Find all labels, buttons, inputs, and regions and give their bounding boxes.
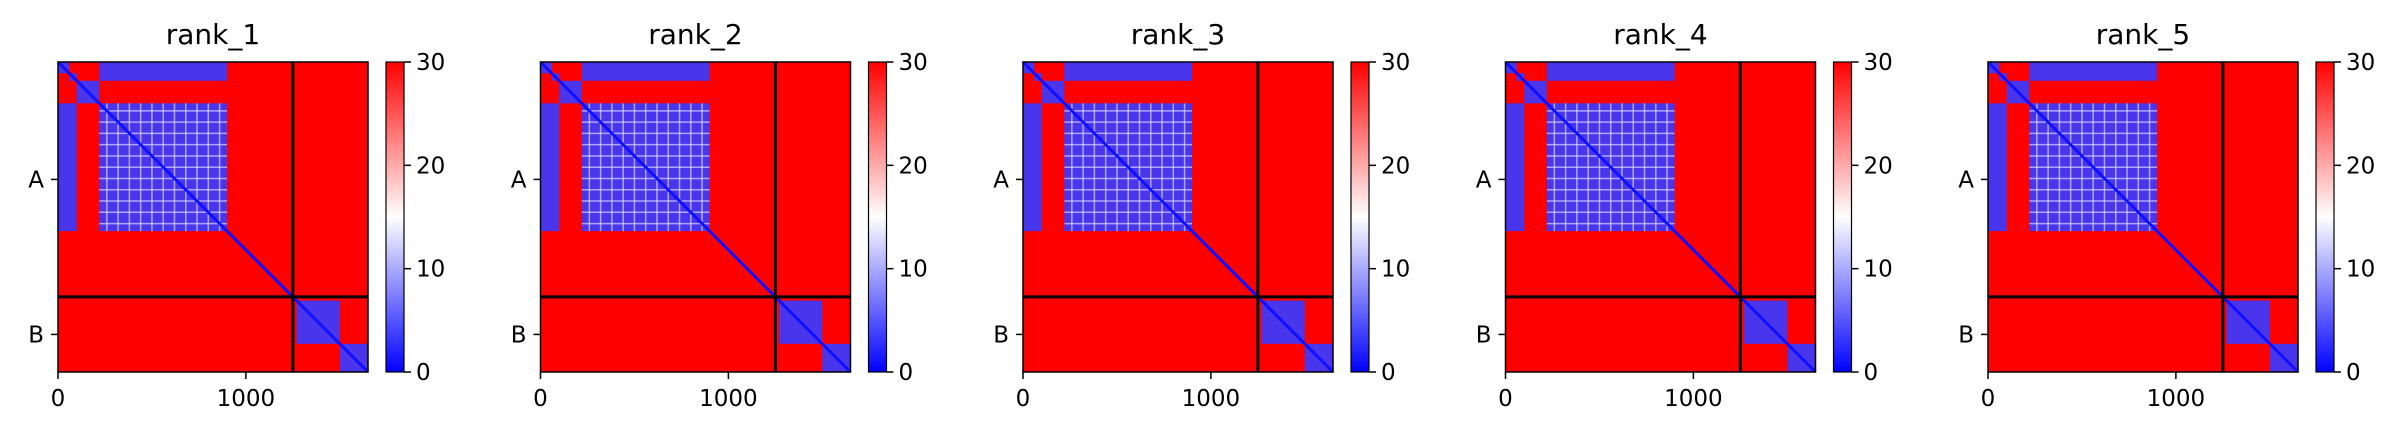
panel-5: rank_5 0 1000 A B 0 10 20 30 — [1958, 18, 2375, 412]
panel-title: rank_1 — [166, 18, 260, 51]
colorbar-tick-label: 20 — [899, 153, 928, 179]
panel-title: rank_3 — [1131, 18, 1225, 51]
colorbar — [1350, 61, 1370, 373]
panel-1: rank_1 0 1000 A B 0 10 20 30 — [28, 18, 445, 412]
panel-3: rank_3 0 1000 A B 0 10 20 30 — [993, 18, 1410, 412]
x-tick-label: 0 — [1016, 386, 1031, 412]
colorbar-tick-label: 0 — [416, 360, 431, 386]
heatmap-frame — [539, 61, 852, 373]
heatmap-frame — [1504, 61, 1817, 373]
heatmap-diagonal — [1021, 60, 1335, 374]
heatmap-block — [99, 62, 228, 81]
x-tick-label: 1000 — [699, 386, 758, 412]
colorbar-tick-label: 30 — [899, 50, 928, 76]
colorbar-tick-label: 0 — [1864, 360, 1879, 386]
colorbar-tick-label: 10 — [1864, 257, 1893, 283]
colorbar-tick-label: 0 — [899, 360, 914, 386]
heatmap-block — [1505, 103, 1525, 232]
x-tick-label: 1000 — [2147, 386, 2206, 412]
heatmap-diagonal — [1504, 60, 1817, 374]
heatmap-frame — [1987, 61, 2299, 373]
panel-title: rank_4 — [1613, 18, 1707, 51]
heatmap-frame — [1022, 61, 1334, 373]
heatmap-frame — [57, 61, 369, 373]
colorbar — [867, 61, 888, 373]
chain-label: A — [993, 167, 1009, 193]
colorbar-tick-label: 30 — [1864, 50, 1893, 76]
colorbar-tick-label: 10 — [416, 257, 445, 283]
heatmap-block — [1546, 62, 1675, 81]
x-tick-label: 1000 — [217, 386, 276, 412]
heatmap-diagonal — [56, 60, 370, 374]
colorbar-tick-label: 20 — [1381, 153, 1410, 179]
panel-4: rank_4 0 1000 A B 0 10 20 30 — [1476, 18, 1893, 412]
x-tick-label: 1000 — [1182, 386, 1241, 412]
heatmap-diagonal — [539, 60, 852, 374]
heatmap-block — [540, 103, 560, 232]
colorbar-tick-label: 20 — [2346, 153, 2375, 179]
colorbar — [385, 61, 405, 373]
colorbar-tick-label: 30 — [2346, 50, 2375, 76]
chain-label: B — [1476, 322, 1492, 348]
colorbar-tick-label: 20 — [1864, 153, 1893, 179]
chain-label: B — [993, 322, 1009, 348]
chain-label: B — [28, 322, 44, 348]
colorbar-tick-label: 10 — [2346, 257, 2375, 283]
chain-label: B — [1958, 322, 1974, 348]
heatmap-block — [58, 103, 77, 232]
x-tick-label: 0 — [533, 386, 548, 412]
chain-label: A — [1476, 167, 1492, 193]
x-tick-label: 0 — [51, 386, 66, 412]
heatmap-diagonal — [1986, 60, 2300, 374]
colorbar-tick-label: 0 — [1381, 360, 1396, 386]
colorbar — [1832, 61, 1853, 373]
heatmap-block — [1064, 62, 1193, 81]
colorbar-tick-label: 20 — [416, 153, 445, 179]
panel-2: rank_2 0 1000 A B 0 10 20 30 — [511, 18, 928, 412]
heatmap-block — [1023, 103, 1042, 232]
colorbar-tick-label: 10 — [1381, 257, 1410, 283]
colorbar-tick-label: 30 — [1381, 50, 1410, 76]
chain-label: A — [28, 167, 44, 193]
x-tick-label: 1000 — [1664, 386, 1723, 412]
chain-label: A — [1958, 167, 1974, 193]
colorbar-tick-label: 0 — [2346, 360, 2361, 386]
panel-title: rank_2 — [648, 18, 742, 51]
heatmap-block — [581, 62, 710, 81]
panel-title: rank_5 — [2096, 18, 2190, 51]
colorbar — [2315, 61, 2335, 373]
colorbar-tick-label: 10 — [899, 257, 928, 283]
heatmap-block — [1988, 103, 2007, 232]
chain-label: B — [511, 322, 527, 348]
heatmap-block — [2029, 62, 2158, 81]
colorbar-tick-label: 30 — [416, 50, 445, 76]
chain-label: A — [511, 167, 527, 193]
x-tick-label: 0 — [1981, 386, 1996, 412]
x-tick-label: 0 — [1498, 386, 1513, 412]
